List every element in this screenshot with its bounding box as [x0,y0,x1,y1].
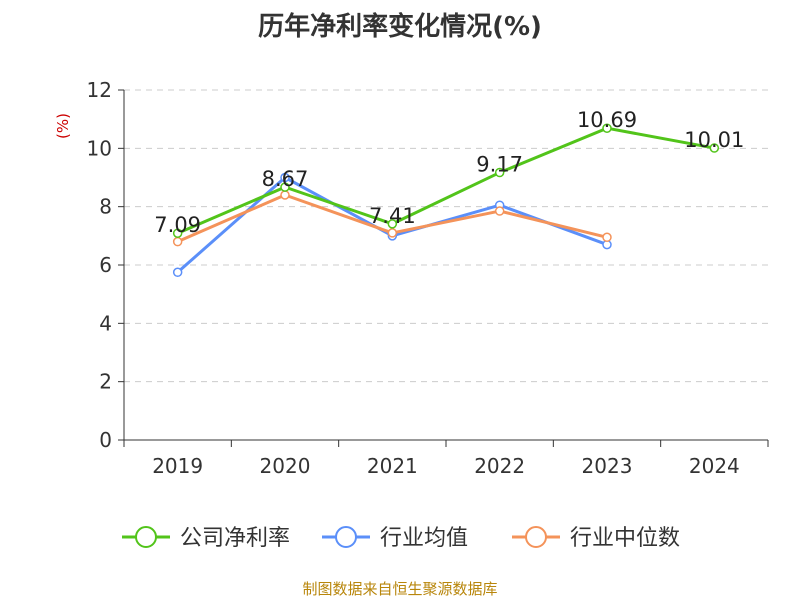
grid-lines [124,89,768,383]
series-lines [176,126,715,274]
y-tick-label: 4 [99,311,112,335]
y-tick-label: 10 [87,136,112,160]
data-label: 8.67 [262,167,309,191]
axes: 0 2 4 6 8 10 12 2019 2020 2021 2022 2023 2024 [87,78,769,478]
data-point [494,206,505,216]
data-point [387,228,398,238]
data-labels: 7.09 8.67 7.41 9.17 10.69 10.01 [154,108,744,237]
x-tick-label: 2024 [689,454,740,478]
y-tick-label: 6 [99,253,112,277]
data-point [172,267,183,278]
legend-label: 行业均值 [380,526,468,551]
data-label: 10.01 [684,128,744,152]
y-tick-label: 0 [99,428,112,452]
x-tick-label: 2020 [260,454,311,478]
series-line-0 [177,126,715,235]
legend-marker [525,526,547,548]
y-tick-label: 8 [99,195,112,219]
chart-title: 历年净利率变化情况(%) [258,12,542,42]
data-label: 9.17 [476,153,523,177]
data-point [709,143,720,153]
x-tick-label: 2021 [367,454,418,478]
data-point [280,172,290,183]
data-label: 7.41 [369,204,416,228]
x-tick-label: 2022 [474,454,525,478]
data-label: 10.69 [577,108,637,132]
x-tick-label: 2019 [152,454,203,478]
data-point [280,182,290,192]
data-point [602,123,612,133]
data-point [172,236,183,247]
legend: 公司净利率 行业均值 行业中位数 [122,526,680,551]
series-points [172,123,720,278]
legend-marker [335,526,357,548]
y-axis-label: (%) [54,113,72,139]
y-tick-label: 2 [99,370,112,394]
data-point [494,167,505,178]
data-label: 7.09 [154,213,201,237]
legend-label: 行业中位数 [570,526,680,551]
data-source-note: 制图数据来自恒生聚源数据库 [302,580,498,598]
legend-marker [135,526,157,548]
data-point [387,219,398,229]
data-point [602,232,612,243]
y-tick-label: 12 [87,78,112,102]
data-point [280,190,290,200]
legend-label: 公司净利率 [180,526,290,551]
x-tick-label: 2023 [582,454,633,478]
data-point [172,228,183,238]
